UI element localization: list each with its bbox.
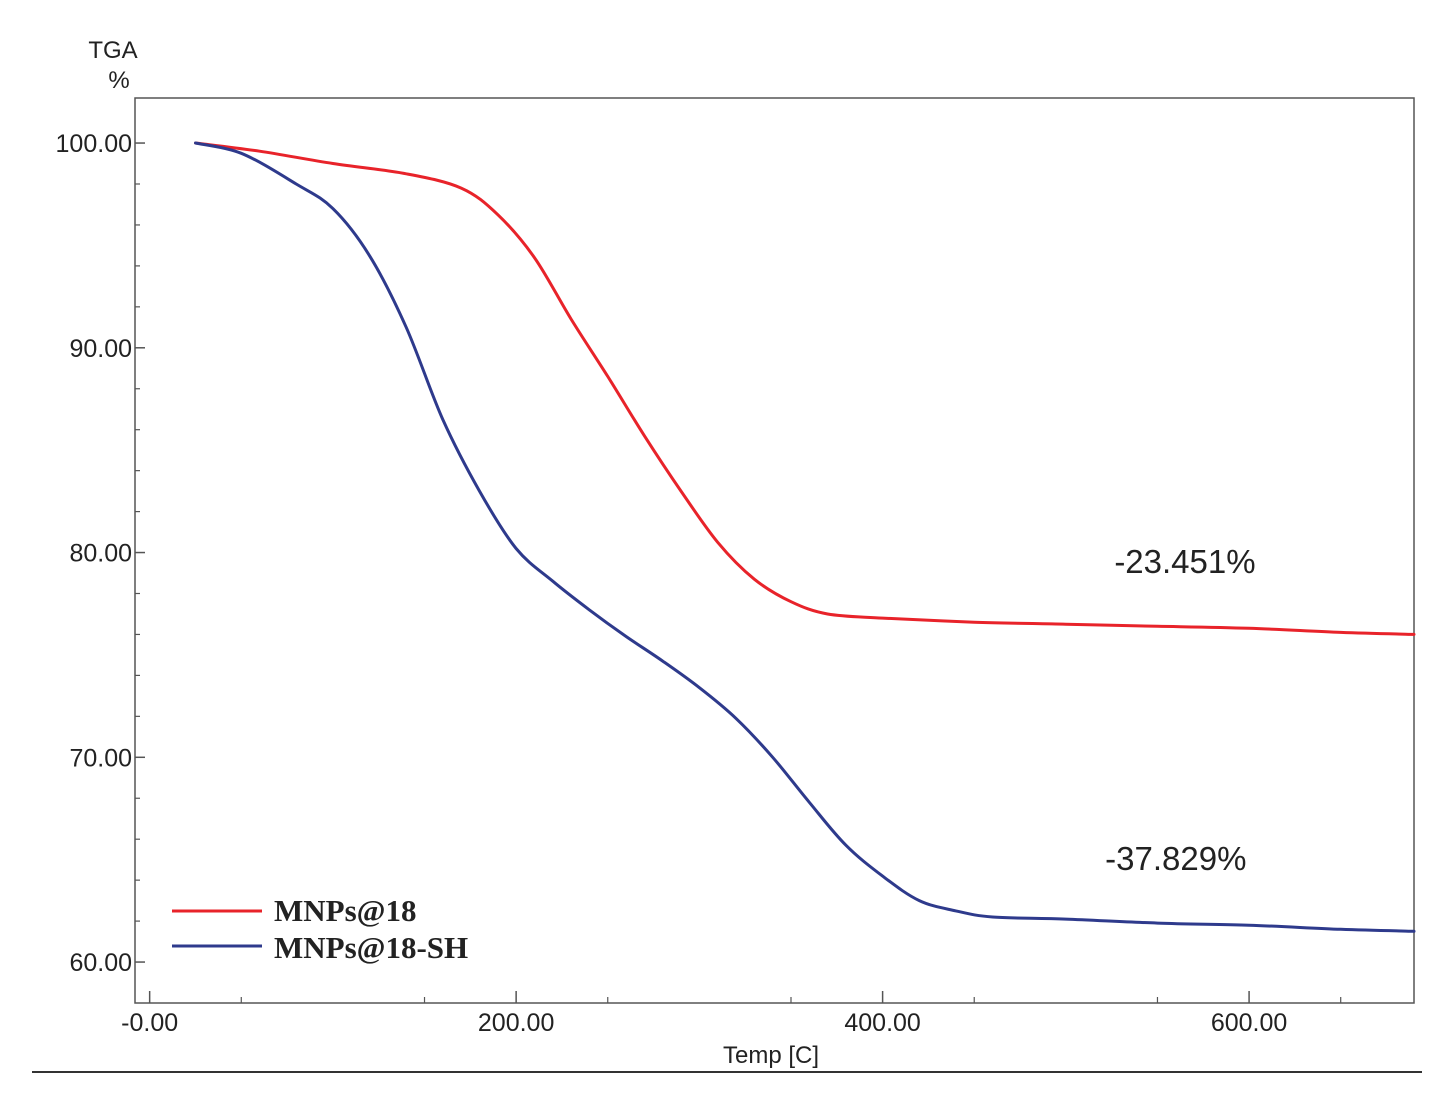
x-axis-title: Temp [C] xyxy=(723,1042,819,1069)
series-line-mnps18 xyxy=(194,141,1416,636)
legend-label-mnps18: MNPs@18 xyxy=(274,893,416,928)
x-tick-label: 200.00 xyxy=(478,1009,554,1037)
x-tick-label: -0.00 xyxy=(121,1009,178,1037)
y-tick-label: 90.00 xyxy=(69,335,132,363)
ticks-layer: 60.00 70.00 80.00 90.00 100.00 -0.00 200.00 400… xyxy=(56,130,1342,1037)
y-tick-label: 80.00 xyxy=(69,540,132,568)
x-tick-label: 600.00 xyxy=(1211,1009,1287,1037)
y-axis-title-line1: TGA xyxy=(88,37,137,64)
legend-label-mnps18-sh: MNPs@18-SH xyxy=(274,930,468,965)
series-layer xyxy=(194,141,1416,933)
y-tick-label: 60.00 xyxy=(69,949,132,977)
plot-frame xyxy=(134,97,1415,1004)
y-axis-title-line2: % xyxy=(108,67,129,94)
legend: MNPs@18 MNPs@18-SH xyxy=(172,893,468,965)
x-tick-label: 400.00 xyxy=(844,1009,920,1037)
mass-loss-annotation: -37.829% xyxy=(1105,840,1246,877)
series-line-mnps18-sh xyxy=(194,141,1416,933)
mass-loss-annotation: -23.451% xyxy=(1114,543,1255,580)
y-tick-label: 70.00 xyxy=(69,744,132,772)
annotations-layer: -23.451% -37.829% xyxy=(1105,543,1255,877)
y-tick-label: 100.00 xyxy=(56,130,132,158)
